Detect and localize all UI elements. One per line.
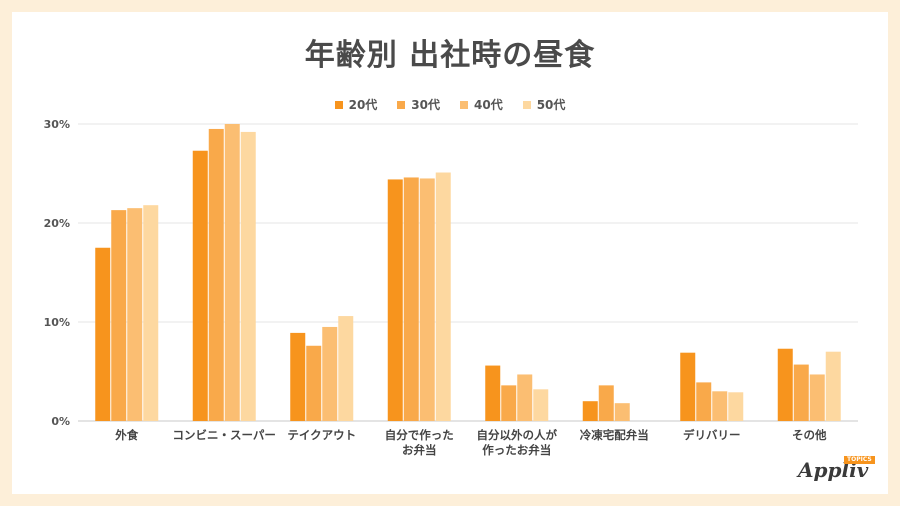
x-tick-label-line: コンビニ・スーパー: [173, 428, 276, 442]
bar: [403, 177, 419, 421]
bar: [696, 382, 712, 421]
bar: [614, 403, 630, 421]
bar: [111, 210, 127, 421]
bar: [728, 392, 744, 421]
legend-swatch-30s: [397, 100, 406, 109]
x-tick-label-line: テイクアウト: [287, 428, 356, 442]
legend-label-50s: 50代: [536, 98, 566, 112]
x-tick-label: その他: [792, 428, 827, 442]
bar: [825, 351, 841, 421]
bar: [809, 374, 825, 421]
logo-badge: TOPICS: [844, 456, 875, 464]
legend-label-20s: 20代: [348, 98, 378, 112]
x-tick-label-line: 自分以外の人が: [477, 428, 558, 442]
x-tick-label-line: 作ったお弁当: [482, 443, 551, 457]
legend-swatch-40s: [460, 100, 468, 109]
legend-swatch-20s: [334, 100, 343, 109]
x-tick-label: テイクアウト: [287, 428, 356, 442]
legend-label-40s: 40代: [474, 98, 503, 112]
x-tick-label: 冷凍宅配弁当: [580, 428, 649, 442]
bar: [338, 316, 354, 421]
y-tick-label: 10%: [44, 316, 70, 329]
x-tick-label-line: 自分で作った: [385, 428, 454, 442]
bar: [517, 374, 533, 421]
bar: [387, 179, 403, 421]
x-tick-label-line: お弁当: [402, 443, 437, 457]
x-tick-label: コンビニ・スーパー: [173, 428, 276, 442]
legend-item-20s: 20代: [334, 96, 378, 113]
x-tick-label-line: 冷凍宅配弁当: [580, 428, 649, 442]
legend-label-30s: 30代: [411, 98, 440, 112]
x-tick-label-line: その他: [792, 428, 827, 442]
x-tick-label: 自分以外の人が作ったお弁当: [477, 428, 558, 457]
bar: [95, 247, 111, 421]
bar: [598, 385, 614, 421]
bar: [501, 385, 517, 421]
bar: [322, 326, 338, 421]
bar: [290, 332, 306, 421]
bar: [793, 364, 809, 421]
bar: [240, 131, 256, 422]
legend-item-40s: 40代: [460, 96, 503, 113]
x-tick-label-line: デリバリー: [683, 428, 741, 442]
chart-title: 年齢別 出社時の昼食: [304, 38, 596, 73]
y-tick-label: 20%: [44, 217, 70, 230]
bar: [533, 389, 549, 421]
bar: [143, 205, 159, 421]
chart-legend: 20代 30代 40代 50代: [0, 96, 900, 113]
bar: [435, 172, 451, 421]
bar: [192, 150, 208, 422]
legend-swatch-50s: [522, 100, 531, 109]
x-tick-label: 自分で作ったお弁当: [385, 428, 454, 457]
appliv-logo: Appliv TOPICS: [798, 454, 888, 484]
bar: [224, 124, 240, 421]
bar: [419, 178, 435, 421]
legend-item-50s: 50代: [522, 96, 566, 113]
x-tick-label: 外食: [114, 428, 138, 442]
bar: [127, 208, 143, 421]
legend-item-30s: 30代: [397, 96, 440, 113]
bar: [777, 348, 793, 421]
bar: [712, 391, 728, 421]
bar: [582, 401, 598, 421]
bar: [680, 352, 696, 421]
bar: [208, 128, 224, 421]
y-tick-label: 30%: [44, 118, 70, 131]
y-tick-label: 0%: [51, 415, 70, 428]
x-tick-label: デリバリー: [683, 428, 741, 442]
bar: [306, 345, 322, 421]
x-tick-label-line: 外食: [114, 428, 138, 442]
bar: [485, 365, 501, 421]
